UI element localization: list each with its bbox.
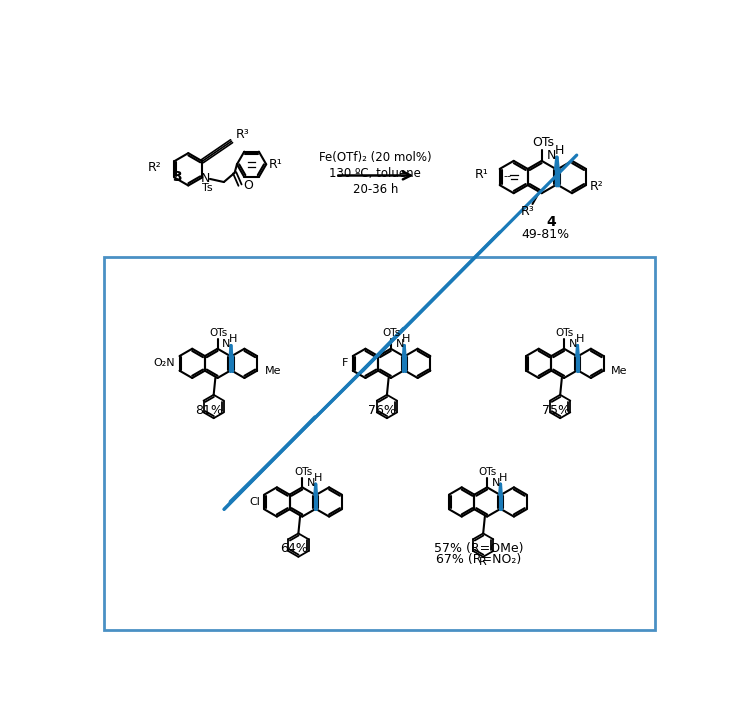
Text: N: N [547,149,556,162]
Text: OTs: OTs [556,328,574,338]
Text: R: R [480,557,487,567]
Text: OTs: OTs [479,467,497,477]
Text: R³: R³ [235,128,249,141]
Text: OTs: OTs [532,136,554,149]
Text: 75%: 75% [542,404,570,416]
Text: H: H [229,335,238,345]
Text: N: N [491,477,500,488]
Text: O₂N: O₂N [154,358,175,368]
Text: F: F [342,358,349,368]
Text: N: N [395,339,404,349]
Text: --: -- [503,172,511,181]
Text: O: O [243,180,252,192]
Text: H: H [499,473,507,483]
Text: 57% (R=OMe): 57% (R=OMe) [434,542,523,555]
Text: R³: R³ [521,205,535,218]
Text: N: N [222,339,231,349]
Text: 67% (R=NO₂): 67% (R=NO₂) [436,553,521,566]
Text: R²: R² [147,161,161,174]
Text: R²: R² [590,180,604,192]
Text: H: H [576,335,584,345]
Text: OTs: OTs [383,328,400,338]
Text: 81%: 81% [195,404,223,416]
Text: H: H [403,335,411,345]
Text: 4: 4 [546,215,556,228]
Text: H: H [314,473,322,483]
Text: 130 ºC, toluene: 130 ºC, toluene [329,167,421,180]
Text: N: N [568,339,577,349]
Text: N: N [201,172,210,185]
Text: Me: Me [611,365,628,376]
Text: N: N [307,477,315,488]
Text: 76%: 76% [369,404,397,416]
Text: H: H [554,144,564,157]
Text: 64%: 64% [280,542,308,555]
Text: 49-81%: 49-81% [522,228,570,241]
Text: Ts: Ts [201,183,212,193]
Text: OTs: OTs [209,328,227,338]
Text: Me: Me [265,365,281,376]
FancyBboxPatch shape [104,257,655,630]
Text: Fe(OTf)₂ (20 mol%): Fe(OTf)₂ (20 mol%) [319,151,431,164]
Text: OTs: OTs [294,467,312,477]
Text: R¹: R¹ [474,168,488,181]
Text: R¹: R¹ [269,158,283,171]
Text: 20-36 h: 20-36 h [353,183,398,196]
Text: 3: 3 [172,170,181,185]
Text: Cl: Cl [249,497,260,507]
